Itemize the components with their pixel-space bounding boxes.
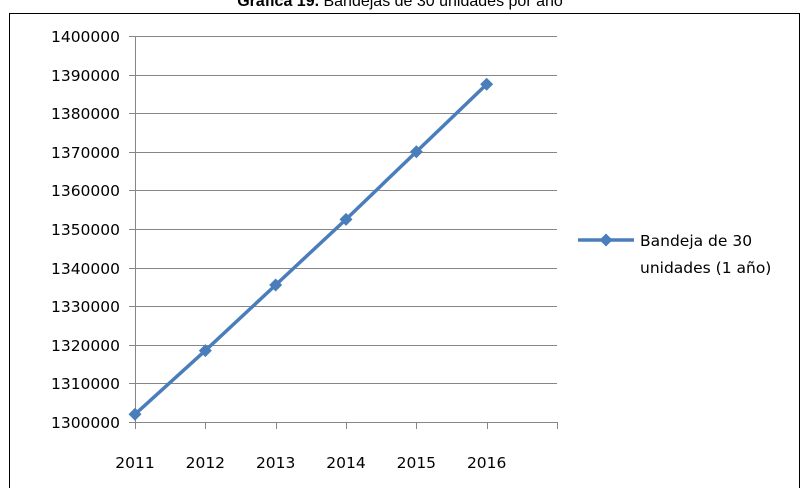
data-point-2014 bbox=[339, 212, 353, 226]
x-tick-label-5: 2016 bbox=[467, 454, 506, 472]
gridlines bbox=[135, 36, 557, 384]
chart-title-text: Bandejas de 30 unidades por año bbox=[323, 0, 563, 10]
y-tick-label-4: 1340000 bbox=[51, 260, 120, 278]
chart-title-bold: Gráfica 19. bbox=[237, 0, 320, 10]
x-tick-label-3: 2014 bbox=[326, 454, 365, 472]
chart-title: Gráfica 19. Bandejas de 30 unidades por … bbox=[0, 0, 800, 11]
x-tick-label-0: 2011 bbox=[115, 454, 154, 472]
data-point-2013 bbox=[269, 278, 283, 292]
series-line-0 bbox=[133, 82, 488, 416]
x-tick-label-2: 2013 bbox=[256, 454, 295, 472]
series-group bbox=[128, 77, 494, 421]
x-tick-label-1: 2012 bbox=[186, 454, 225, 472]
legend: Bandeja de 30 unidades (1 año) bbox=[578, 232, 771, 277]
y-tick-label-9: 1390000 bbox=[51, 67, 120, 85]
legend-label-0-line-0: Bandeja de 30 bbox=[640, 232, 752, 250]
y-tick-label-5: 1350000 bbox=[51, 221, 120, 239]
axes bbox=[129, 36, 558, 429]
y-tick-label-6: 1360000 bbox=[51, 182, 120, 200]
x-tick-label-4: 2015 bbox=[397, 454, 436, 472]
y-tick-label-0: 1300000 bbox=[51, 414, 120, 432]
legend-marker-0 bbox=[599, 233, 613, 247]
x-tick-labels: 2011 2012 2013 2014 2015 2016 bbox=[115, 454, 506, 472]
data-point-2016 bbox=[480, 77, 494, 91]
data-point-2012 bbox=[198, 344, 212, 358]
data-point-2015 bbox=[409, 145, 423, 159]
y-tick-label-1: 1310000 bbox=[51, 375, 120, 393]
chart-frame bbox=[9, 13, 800, 488]
y-tick-label-8: 1380000 bbox=[51, 105, 120, 123]
data-point-2011 bbox=[128, 407, 142, 421]
y-tick-label-2: 1320000 bbox=[51, 337, 120, 355]
y-tick-labels: 1300000 1310000 1320000 1330000 1340000 13500… bbox=[51, 28, 120, 432]
y-tick-label-10: 1400000 bbox=[51, 28, 120, 46]
legend-label-0-line-1: unidades (1 año) bbox=[640, 259, 771, 277]
y-tick-label-3: 1330000 bbox=[51, 298, 120, 316]
y-tick-label-7: 1370000 bbox=[51, 144, 120, 162]
